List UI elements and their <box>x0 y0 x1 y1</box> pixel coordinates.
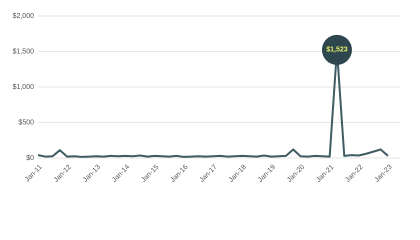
value-badge <box>321 34 352 65</box>
x-tick-label: Jan-13 <box>82 164 102 184</box>
x-tick-label: Jan-16 <box>169 164 189 184</box>
chart: $0 $500 $1,000 $1,500 $2,000 Jan-11 Jan-12 Jan-… <box>13 13 400 184</box>
data-line <box>37 48 389 158</box>
x-tick-label: Jan-23 <box>374 164 394 184</box>
x-tick-label: Jan-18 <box>228 164 248 184</box>
x-tick-label: Jan-11 <box>24 164 44 184</box>
y-tick-label: $0 <box>26 155 34 162</box>
x-tick-label: Jan-14 <box>111 164 131 184</box>
x-tick-label: Jan-17 <box>199 164 219 184</box>
x-tick-label: Jan-20 <box>286 164 306 184</box>
y-tick-label: $1,000 <box>13 84 35 91</box>
x-tick-label: Jan-19 <box>257 164 277 184</box>
x-tick-label: Jan-12 <box>53 164 73 184</box>
y-tick-label: $2,000 <box>13 13 35 20</box>
value-label: $1,523 <box>326 47 348 54</box>
y-tick-label: $500 <box>18 119 34 126</box>
y-tick-label: $1,500 <box>13 48 35 55</box>
x-tick-label: Jan-22 <box>344 164 364 184</box>
x-tick-label: Jan-21 <box>315 164 335 184</box>
x-tick-label: Jan-15 <box>140 164 160 184</box>
